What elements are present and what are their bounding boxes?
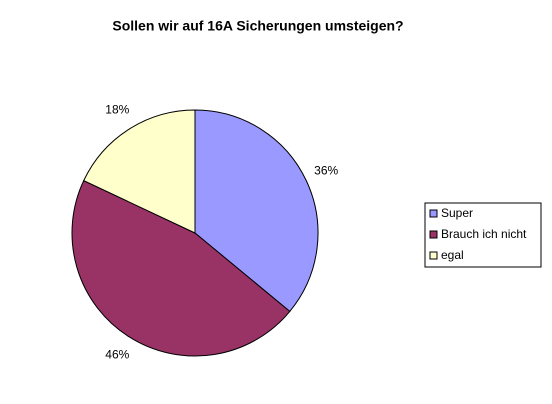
- data-label: 18%: [105, 103, 129, 117]
- legend-swatch: [429, 251, 438, 260]
- data-label: 36%: [314, 163, 338, 177]
- pie-slice: [83, 109, 196, 234]
- legend-swatch: [429, 230, 438, 239]
- legend-label: Super: [441, 206, 473, 220]
- pie-slice: [194, 109, 319, 313]
- legend-swatch: [429, 209, 438, 218]
- legend-label: Brauch ich nicht: [441, 227, 527, 241]
- pie-slice: [71, 179, 291, 357]
- legend-box: [424, 202, 542, 268]
- chart-title: Sollen wir auf 16A Sicherungen umsteigen…: [112, 18, 403, 34]
- data-label: 46%: [105, 348, 129, 362]
- legend-label: egal: [441, 248, 464, 262]
